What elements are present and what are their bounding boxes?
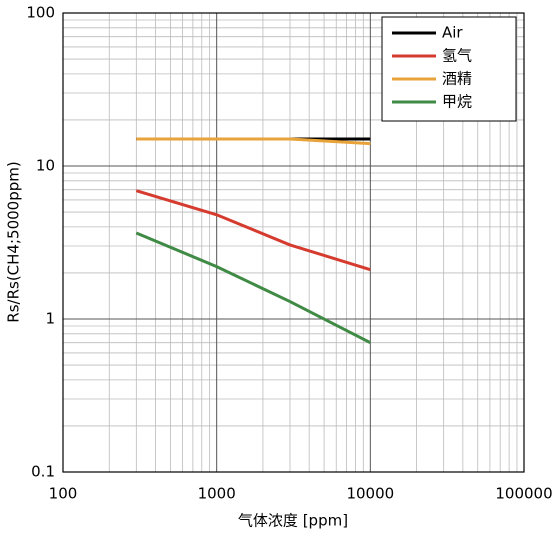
y-tick-label: 10 [36, 157, 55, 175]
legend-label: 甲烷 [442, 93, 472, 111]
x-tick-label: 100 [49, 485, 78, 503]
legend-label: 酒精 [442, 70, 472, 88]
y-tick-label: 0.1 [31, 463, 55, 481]
y-tick-label: 1 [45, 310, 55, 328]
x-axis-label: 气体浓度 [ppm] [238, 512, 348, 530]
line-series [136, 137, 371, 146]
line-series [135, 231, 372, 345]
legend-label: 氢气 [442, 47, 472, 65]
line-series [135, 189, 371, 272]
x-tick-label: 100000 [495, 485, 552, 503]
y-axis-label: Rs/Rs(CH4;5000ppm) [5, 161, 23, 322]
y-tick-label: 100 [26, 4, 55, 22]
legend-label: Air [442, 24, 463, 42]
x-tick-label: 1000 [198, 485, 236, 503]
plot-frame [62, 12, 525, 473]
x-tick-label: 10000 [346, 485, 394, 503]
